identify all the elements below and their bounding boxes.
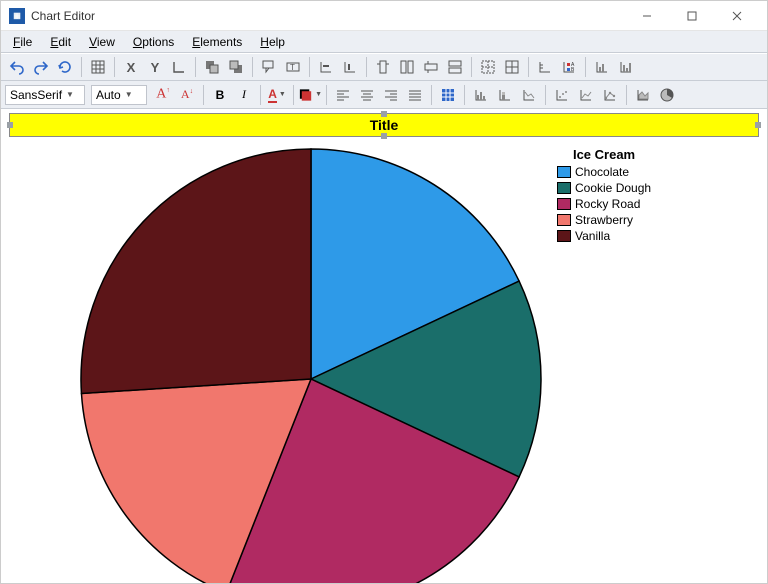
font-family-value: SansSerif — [10, 88, 62, 102]
chart-bars-a-icon[interactable] — [590, 56, 614, 78]
menu-file[interactable]: File — [5, 35, 40, 49]
svg-text:B: B — [571, 67, 575, 73]
chart-axes-icon[interactable] — [533, 56, 557, 78]
grid-icon[interactable] — [86, 56, 110, 78]
close-button[interactable] — [714, 2, 759, 30]
arrange-4-icon[interactable] — [443, 56, 467, 78]
legend-item[interactable]: Cookie Dough — [557, 180, 651, 196]
redo-button[interactable] — [29, 56, 53, 78]
menu-edit[interactable]: Edit — [42, 35, 79, 49]
menu-elements[interactable]: Elements — [184, 35, 250, 49]
chart-bars-b-icon[interactable] — [614, 56, 638, 78]
font-size-select[interactable]: Auto ▼ — [91, 85, 147, 105]
legend-item[interactable]: Strawberry — [557, 212, 651, 228]
legend-label: Strawberry — [575, 212, 633, 228]
align-justify-button[interactable] — [403, 84, 427, 106]
undo-button[interactable] — [5, 56, 29, 78]
titlebar: ▦ Chart Editor — [1, 1, 767, 31]
pie-chart-icon[interactable] — [655, 84, 679, 106]
y-axis-icon[interactable]: Y — [143, 56, 167, 78]
toolbar-edit: X Y T AB — [1, 53, 767, 81]
callout-icon[interactable] — [257, 56, 281, 78]
align-center-button[interactable] — [355, 84, 379, 106]
decrease-font-button[interactable]: A↓ — [175, 84, 199, 106]
pie-chart[interactable] — [71, 139, 551, 583]
bring-front-icon[interactable] — [224, 56, 248, 78]
scatter-chart-icon[interactable] — [550, 84, 574, 106]
chevron-down-icon: ▼ — [125, 90, 133, 99]
legend-swatch — [557, 198, 571, 210]
axis-title-v-icon[interactable] — [338, 56, 362, 78]
chart-canvas[interactable]: Title Ice Cream ChocolateCookie DoughRoc… — [1, 109, 767, 583]
legend-label: Rocky Road — [575, 196, 640, 212]
chart-title-text: Title — [370, 117, 399, 133]
legend-swatch — [557, 214, 571, 226]
legend-label: Cookie Dough — [575, 180, 651, 196]
text-box-icon[interactable]: T — [281, 56, 305, 78]
font-size-value: Auto — [96, 88, 121, 102]
stacked-bar-icon[interactable] — [493, 84, 517, 106]
arrange-3-icon[interactable] — [419, 56, 443, 78]
send-back-icon[interactable] — [200, 56, 224, 78]
menubar: File Edit View Options Elements Help — [1, 31, 767, 53]
align-right-button[interactable] — [379, 84, 403, 106]
pie-slice[interactable] — [81, 149, 311, 393]
arrange-1-icon[interactable] — [371, 56, 395, 78]
chart-editor-window: ▦ Chart Editor File Edit View Options El… — [0, 0, 768, 584]
svg-text:T: T — [290, 63, 295, 72]
line-chart-down-icon[interactable] — [517, 84, 541, 106]
window-title: Chart Editor — [31, 9, 95, 23]
legend-swatch — [557, 166, 571, 178]
refresh-button[interactable] — [53, 56, 77, 78]
legend[interactable]: Ice Cream ChocolateCookie DoughRocky Roa… — [557, 147, 651, 244]
align-left-button[interactable] — [331, 84, 355, 106]
legend-title: Ice Cream — [557, 147, 651, 162]
table-solid-icon[interactable] — [500, 56, 524, 78]
minimize-button[interactable] — [624, 2, 669, 30]
increase-font-button[interactable]: A↑ — [151, 84, 175, 106]
menu-help[interactable]: Help — [252, 35, 293, 49]
legend-swatch — [557, 230, 571, 242]
chart-title-box[interactable]: Title — [9, 113, 759, 137]
app-icon: ▦ — [9, 8, 25, 24]
data-table-button[interactable] — [436, 84, 460, 106]
legend-item[interactable]: Vanilla — [557, 228, 651, 244]
toolbar-format: SansSerif ▼ Auto ▼ A↑ A↓ B I A▼ ▼ — [1, 81, 767, 109]
maximize-button[interactable] — [669, 2, 714, 30]
fill-color-button[interactable]: ▼ — [298, 84, 322, 106]
legend-label: Chocolate — [575, 164, 629, 180]
font-color-button[interactable]: A▼ — [265, 84, 289, 106]
axes-icon[interactable] — [167, 56, 191, 78]
axis-title-h-icon[interactable] — [314, 56, 338, 78]
legend-label: Vanilla — [575, 228, 610, 244]
bar-chart-icon[interactable] — [469, 84, 493, 106]
line-points-icon[interactable] — [598, 84, 622, 106]
bold-button[interactable]: B — [208, 84, 232, 106]
menu-view[interactable]: View — [81, 35, 123, 49]
legend-ab-icon[interactable]: AB — [557, 56, 581, 78]
menu-options[interactable]: Options — [125, 35, 182, 49]
x-axis-icon[interactable]: X — [119, 56, 143, 78]
legend-item[interactable]: Rocky Road — [557, 196, 651, 212]
legend-swatch — [557, 182, 571, 194]
italic-button[interactable]: I — [232, 84, 256, 106]
arrange-2-icon[interactable] — [395, 56, 419, 78]
font-family-select[interactable]: SansSerif ▼ — [5, 85, 85, 105]
line-chart-up-icon[interactable] — [574, 84, 598, 106]
chevron-down-icon: ▼ — [66, 90, 74, 99]
legend-item[interactable]: Chocolate — [557, 164, 651, 180]
table-dashed-icon[interactable] — [476, 56, 500, 78]
area-chart-icon[interactable] — [631, 84, 655, 106]
